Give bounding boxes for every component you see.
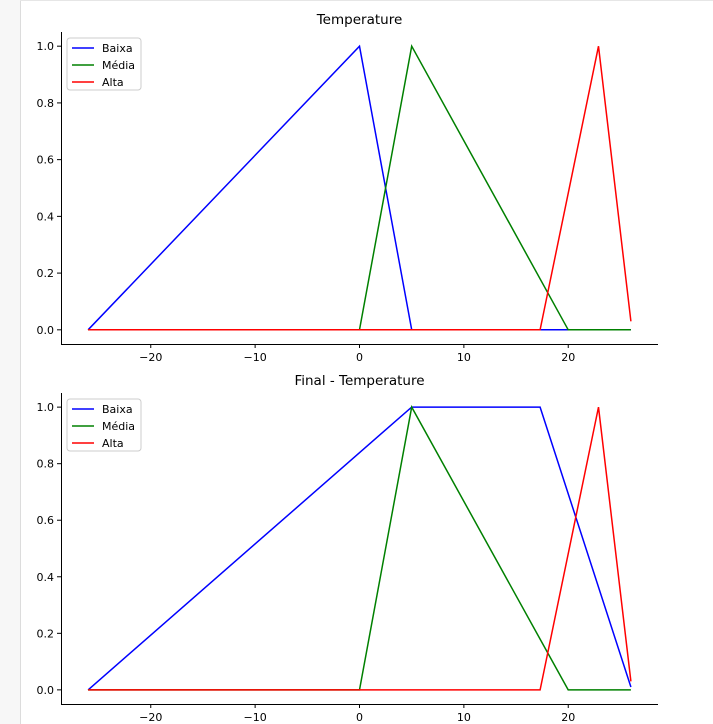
- series-line-baixa: [87, 406, 632, 691]
- y-tick-label: 0.4: [37, 571, 55, 584]
- legend-label: Alta: [102, 76, 124, 89]
- x-tick-label: −20: [139, 711, 162, 724]
- legend-label: Baixa: [102, 403, 133, 416]
- series-line-alta: [88, 406, 632, 691]
- y-tick-label: 0.2: [37, 627, 55, 640]
- cell-output-area: Temperature 0.0 0.2 0.4 0.6 0.8 1.0 −20 −10 0 10 20…: [21, 0, 713, 724]
- legend-frame: [66, 37, 142, 91]
- chart-title: Temperature: [316, 12, 403, 28]
- y-tick-label: 0.6: [37, 514, 55, 527]
- x-tick-label: 10: [457, 351, 471, 364]
- legend-frame: [66, 398, 142, 452]
- y-tick-label: 0.8: [37, 458, 55, 471]
- y-tick-label: 0.6: [37, 154, 55, 167]
- legend-label: Média: [102, 59, 135, 72]
- y-tick-label: 0.8: [37, 97, 55, 110]
- figure: Temperature 0.0 0.2 0.4 0.6 0.8 1.0 −20 −10 0 10 20…: [37, 12, 658, 724]
- x-tick-label: 0: [356, 711, 363, 724]
- series-line-alta: [88, 46, 632, 331]
- cell-border: [20, 0, 713, 1]
- x-tick-label: 20: [561, 351, 575, 364]
- y-tick-label: 0.4: [37, 210, 55, 223]
- notebook-gutter: [0, 0, 21, 724]
- chart-2: Final - Temperature 0.0 0.2 0.4 0.6 0.8 1.0 −20…: [37, 373, 658, 724]
- y-tick-label: 0.2: [37, 267, 55, 280]
- legend-label: Média: [102, 420, 135, 433]
- legend: Baixa Média Alta: [66, 37, 142, 91]
- y-tick-label: 1.0: [37, 401, 55, 414]
- chart-title: Final - Temperature: [294, 373, 424, 389]
- y-tick-label: 0.0: [37, 684, 55, 697]
- x-tick-label: 10: [457, 711, 471, 724]
- chart-1: Temperature 0.0 0.2 0.4 0.6 0.8 1.0 −20 −10 0 10 20…: [37, 12, 658, 364]
- legend-label: Alta: [102, 437, 124, 450]
- x-tick-label: 20: [561, 711, 575, 724]
- x-tick-label: −10: [244, 711, 267, 724]
- legend-label: Baixa: [102, 42, 133, 55]
- x-tick-label: −10: [244, 351, 267, 364]
- y-tick-label: 0.0: [37, 324, 55, 337]
- legend: Baixa Média Alta: [66, 398, 142, 452]
- x-tick-label: −20: [139, 351, 162, 364]
- x-tick-label: 0: [356, 351, 363, 364]
- y-tick-label: 1.0: [37, 40, 55, 53]
